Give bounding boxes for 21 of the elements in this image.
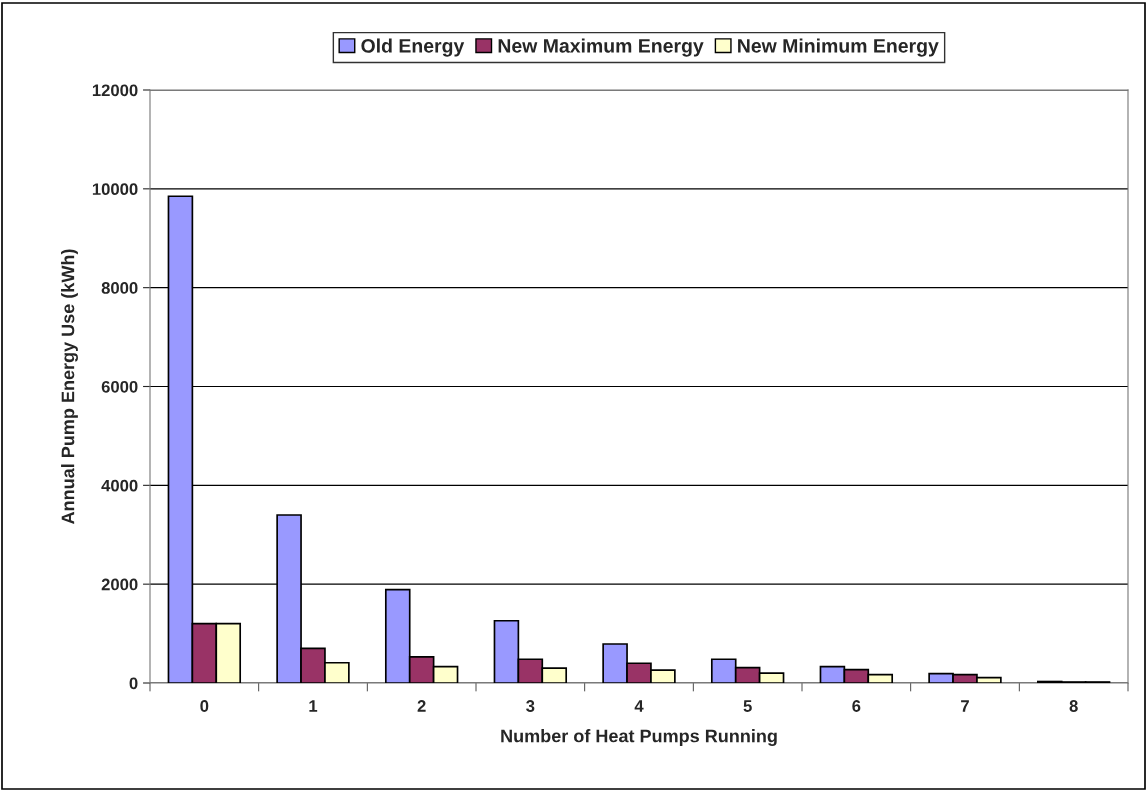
y-tick-label: 0 bbox=[129, 677, 138, 690]
x-tick-label: 2 bbox=[417, 700, 426, 712]
y-tick-label: 4000 bbox=[101, 479, 138, 492]
legend-label: New Maximum Energy bbox=[498, 38, 704, 57]
legend-label: New Minimum Energy bbox=[738, 38, 939, 57]
x-tick-label: 6 bbox=[852, 700, 861, 712]
y-tick-label: 2000 bbox=[101, 578, 138, 591]
x-axis-title: Number of Heat Pumps Running bbox=[501, 729, 777, 746]
y-axis-title: Annual Pump Energy Use (kWh) bbox=[61, 249, 78, 524]
x-tick-label: 4 bbox=[634, 700, 644, 712]
y-tick-label: 12000 bbox=[92, 84, 138, 97]
x-tick-label: 7 bbox=[961, 700, 969, 712]
legend-label: Old Energy bbox=[361, 38, 465, 57]
x-tick-label: 8 bbox=[1069, 700, 1078, 712]
x-tick-label: 3 bbox=[526, 700, 535, 712]
x-tick-label: 5 bbox=[743, 700, 752, 712]
y-tick-label: 10000 bbox=[92, 183, 138, 196]
y-tick-label: 6000 bbox=[101, 380, 138, 393]
x-tick-label: 0 bbox=[200, 700, 209, 712]
x-tick-label: 1 bbox=[309, 700, 318, 712]
y-tick-label: 8000 bbox=[101, 282, 138, 294]
